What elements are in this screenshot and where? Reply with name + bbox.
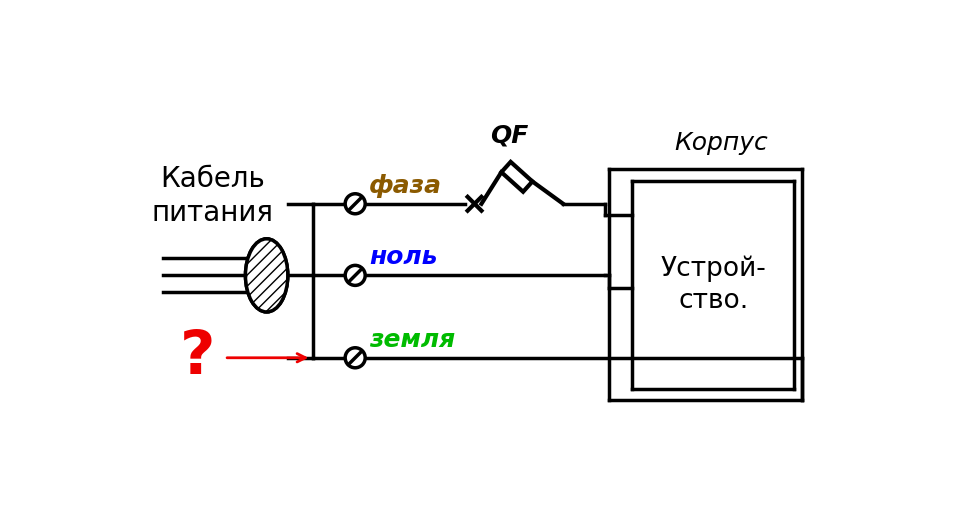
Text: QF: QF	[490, 124, 528, 148]
Ellipse shape	[245, 239, 287, 312]
Text: фаза: фаза	[369, 174, 442, 198]
Text: Устрой-
ство.: Устрой- ство.	[660, 256, 767, 314]
Circle shape	[345, 265, 365, 285]
Text: ноль: ноль	[369, 245, 437, 269]
Text: Корпус: Корпус	[674, 131, 768, 155]
Text: Кабель
питания: Кабель питания	[152, 165, 274, 227]
Circle shape	[345, 194, 365, 214]
Circle shape	[345, 348, 365, 368]
Text: земля: земля	[369, 328, 455, 352]
Text: ?: ?	[179, 328, 215, 387]
Ellipse shape	[245, 239, 287, 312]
